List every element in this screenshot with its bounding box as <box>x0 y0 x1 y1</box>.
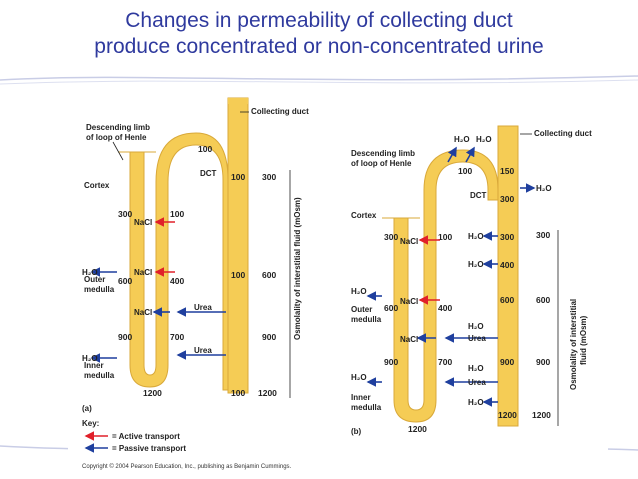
nephron-diagram: Descending limb of loop of Henle Collect… <box>82 97 592 470</box>
osmolality-axis-label-b-1: Osmolality of interstitial <box>569 299 578 390</box>
h2o-label-b-4: H₂O <box>468 260 484 269</box>
nacl-label-b-1: NaCl <box>400 237 418 246</box>
value-b-asc-100: 100 <box>438 232 452 242</box>
descending-limb-label-b-1: Descending limb <box>351 149 415 158</box>
inner-medulla-label-a-2: medulla <box>84 371 115 380</box>
h2o-label-b-right: H₂O <box>536 184 552 193</box>
value-a-asc-400: 400 <box>170 276 184 286</box>
value-b-cd-300b: 300 <box>500 232 514 242</box>
descending-limb-label-a-1: Descending limb <box>86 123 150 132</box>
title-line-2: produce concentrated or non-concentrated… <box>94 35 544 58</box>
descending-limb-label-b-2: of loop of Henle <box>351 159 412 168</box>
h2o-label-b-top-2: H₂O <box>476 135 492 144</box>
scale-b-300: 300 <box>536 230 550 240</box>
value-b-top-100: 100 <box>458 166 472 176</box>
h2o-label-b-2: H₂O <box>351 373 367 382</box>
value-a-desc-300: 300 <box>118 209 132 219</box>
panel-a: Descending limb of loop of Henle Collect… <box>82 97 309 413</box>
key-active-label: = Active transport <box>112 432 180 441</box>
panel-a-letter: (a) <box>82 404 92 413</box>
inner-medulla-label-b-2: medulla <box>351 403 382 412</box>
scale-a-900: 900 <box>262 332 276 342</box>
h2o-label-b-7: H₂O <box>468 398 484 407</box>
copyright-text: Copyright © 2004 Pearson Education, Inc.… <box>82 463 292 470</box>
value-a-bottom-1200: 1200 <box>143 388 162 398</box>
scale-a-600: 600 <box>262 270 276 280</box>
value-b-desc-900: 900 <box>384 357 398 367</box>
cortex-label-a: Cortex <box>84 181 110 190</box>
scale-b-900: 900 <box>536 357 550 367</box>
value-b-cd-1200: 1200 <box>498 410 517 420</box>
key-passive-label: = Passive transport <box>112 444 186 453</box>
value-b-cd-300a: 300 <box>500 194 514 204</box>
h2o-label-b-5: H₂O <box>468 322 484 331</box>
value-b-cd-150: 150 <box>500 166 514 176</box>
h2o-label-b-1: H₂O <box>351 287 367 296</box>
value-a-top-100: 100 <box>198 144 212 154</box>
title-line-1: Changes in permeability of collecting du… <box>125 9 513 32</box>
value-b-desc-600: 600 <box>384 303 398 313</box>
outer-medulla-label-b-2: medulla <box>351 315 382 324</box>
nacl-label-a-3: NaCl <box>134 308 152 317</box>
value-b-cd-400: 400 <box>500 260 514 270</box>
inner-medulla-label-a-1: Inner <box>84 361 104 370</box>
top-decoration <box>0 75 638 85</box>
nacl-label-b-2: NaCl <box>400 297 418 306</box>
panel-b-letter: (b) <box>351 427 362 436</box>
outer-medulla-label-a-1: Outer <box>84 275 105 284</box>
key-title: Key: <box>82 419 99 428</box>
urea-label-a-1: Urea <box>194 303 212 312</box>
h2o-label-a-2: H₂O <box>82 354 98 363</box>
value-a-cd-100c: 100 <box>231 388 245 398</box>
diagram-panel: Descending limb of loop of Henle Collect… <box>68 90 608 472</box>
value-b-cd-600: 600 <box>500 295 514 305</box>
value-b-asc-400: 400 <box>438 303 452 313</box>
nacl-label-a-2: NaCl <box>134 268 152 277</box>
urea-label-b-1: Urea <box>468 334 486 343</box>
value-b-bottom-1200: 1200 <box>408 424 427 434</box>
collecting-duct-a <box>227 97 249 394</box>
urea-label-a-2: Urea <box>194 346 212 355</box>
value-a-desc-900: 900 <box>118 332 132 342</box>
nacl-label-b-3: NaCl <box>400 335 418 344</box>
value-a-cd-100a: 100 <box>231 172 245 182</box>
descending-limb-label-a-2: of loop of Henle <box>86 133 147 142</box>
value-a-cd-100b: 100 <box>231 270 245 280</box>
h2o-label-b-6: H₂O <box>468 364 484 373</box>
value-b-asc-700: 700 <box>438 357 452 367</box>
value-b-cd-900: 900 <box>500 357 514 367</box>
urea-label-b-2: Urea <box>468 378 486 387</box>
scale-b-600: 600 <box>536 295 550 305</box>
value-b-desc-300: 300 <box>384 232 398 242</box>
h2o-label-a-1: H₂O <box>82 268 98 277</box>
scale-b-1200: 1200 <box>532 410 551 420</box>
h2o-label-b-top-1: H₂O <box>454 135 470 144</box>
value-a-desc-600: 600 <box>118 276 132 286</box>
cortex-label-b: Cortex <box>351 211 377 220</box>
value-a-asc-100: 100 <box>170 209 184 219</box>
collecting-duct-label-b: Collecting duct <box>534 129 592 138</box>
scale-a-300: 300 <box>262 172 276 182</box>
panel-b: Descending limb of loop of Henle Collect… <box>351 125 592 436</box>
h2o-label-b-3: H₂O <box>468 232 484 241</box>
legend-key: Key: = Active transport = Passive transp… <box>82 419 186 453</box>
outer-medulla-label-a-2: medulla <box>84 285 115 294</box>
inner-medulla-label-b-1: Inner <box>351 393 371 402</box>
osmolality-axis-label-b-2: fluid (mOsm) <box>579 315 588 365</box>
scale-a-1200: 1200 <box>258 388 277 398</box>
slide-title: Changes in permeability of collecting du… <box>0 8 638 60</box>
outer-medulla-label-b-1: Outer <box>351 305 372 314</box>
dct-label-a: DCT <box>200 169 217 178</box>
collecting-duct-b <box>497 125 519 427</box>
nacl-label-a-1: NaCl <box>134 218 152 227</box>
dct-label-b: DCT <box>470 191 487 200</box>
osmolality-axis-label-a: Osmolality of interstitial fluid (mOsm) <box>293 197 302 340</box>
value-a-asc-700: 700 <box>170 332 184 342</box>
collecting-duct-label-a: Collecting duct <box>251 107 309 116</box>
